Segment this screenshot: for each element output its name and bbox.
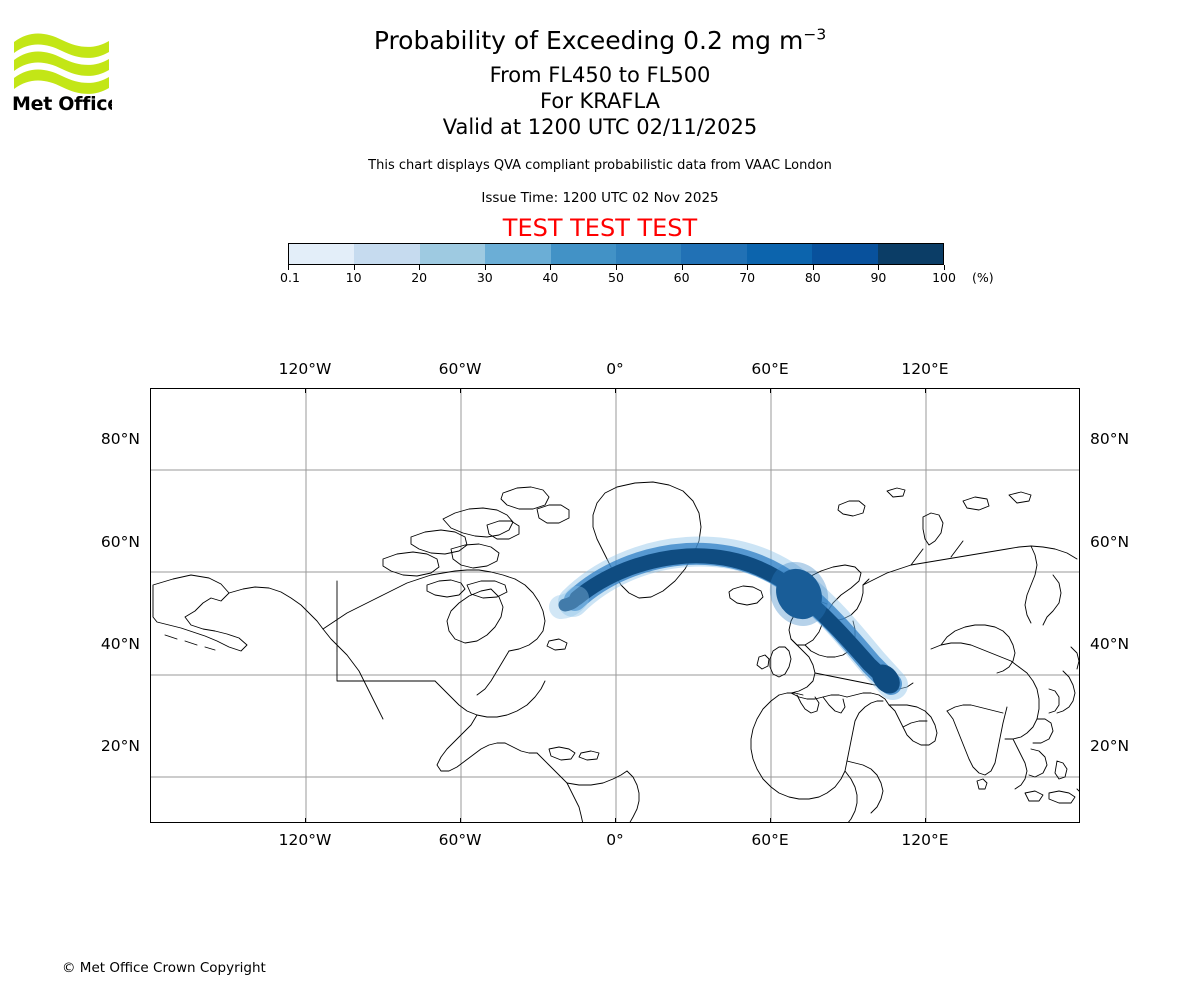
lon-tickmark	[770, 818, 771, 823]
test-banner: TEST TEST TEST	[502, 214, 698, 242]
lat-tick-left-20°N: 20°N	[100, 737, 140, 756]
volcano-subtitle: For KRAFLA	[540, 89, 660, 113]
lon-tick-top-60°W: 60°W	[438, 360, 482, 378]
flight-level-subtitle: From FL450 to FL500	[489, 63, 711, 87]
lon-tick-top-120°E: 120°E	[901, 360, 949, 378]
page-title-superscript: −3	[803, 25, 827, 44]
ash-probability-plume	[549, 536, 908, 700]
logo-waves	[14, 33, 109, 94]
lat-tick-right-80°N: 80°N	[1090, 430, 1130, 449]
lon-tick-bottom-120°E: 120°E	[901, 831, 949, 849]
lon-tickmark	[460, 388, 461, 393]
colorbar-tick-label-90: 90	[870, 270, 887, 285]
lon-tickmark	[615, 388, 616, 393]
met-office-logo: Met Office	[12, 24, 112, 114]
lat-tick-right-40°N: 40°N	[1090, 634, 1130, 653]
lat-tick-left-60°N: 60°N	[100, 532, 140, 551]
colorbar-tick-20	[419, 265, 421, 270]
colorbar-segment-8	[812, 244, 878, 264]
colorbar-tick-30	[484, 265, 486, 270]
lat-tick-right-20°N: 20°N	[1090, 737, 1130, 756]
colorbar-segment-6	[681, 244, 747, 264]
lon-tickmark	[770, 388, 771, 393]
lat-tick-left-80°N: 80°N	[100, 430, 140, 449]
colorbar-tick-70	[747, 265, 749, 270]
colorbar-segment-1	[354, 244, 420, 264]
page-title: Probability of Exceeding 0.2 mg m−3	[0, 26, 1200, 56]
page-title-text: Probability of Exceeding 0.2 mg m	[373, 26, 804, 55]
map-plot-area	[150, 388, 1080, 823]
copyright-footer: © Met Office Crown Copyright	[62, 960, 266, 976]
lon-tick-top-0°: 0°	[606, 360, 624, 378]
colorbar-tick-label-60: 60	[673, 270, 690, 285]
colorbar-units-label: (%)	[972, 270, 994, 285]
colorbar-tick-50	[616, 265, 617, 270]
colorbar-tick-label-40: 40	[542, 270, 559, 285]
lon-tickmark	[925, 388, 926, 393]
lon-tick-bottom-0°: 0°	[606, 831, 624, 849]
colorbar-tick-0.1	[288, 265, 289, 270]
colorbar-tick-40	[550, 265, 552, 270]
colorbar-segment-3	[485, 244, 551, 264]
lon-tick-bottom-60°W: 60°W	[438, 831, 482, 849]
lon-tickmark	[305, 388, 306, 393]
colorbar-tick-label-10: 10	[345, 270, 362, 285]
issue-time: Issue Time: 1200 UTC 02 Nov 2025	[481, 190, 719, 206]
colorbar-tick-label-20: 20	[411, 270, 428, 285]
lon-tickmark	[615, 818, 616, 823]
map-gridlines	[151, 389, 1079, 822]
colorbar-tick-label-100: 100	[932, 270, 956, 285]
colorbar-tick-label-50: 50	[608, 270, 624, 285]
lon-tick-bottom-120°W: 120°W	[278, 831, 332, 849]
colorbar-gradient	[288, 243, 944, 265]
lat-tick-right-60°N: 60°N	[1090, 532, 1130, 551]
lon-tickmark	[925, 818, 926, 823]
lat-tick-left-40°N: 40°N	[100, 634, 140, 653]
colorbar-segment-2	[419, 244, 486, 264]
colorbar-tick-label-70: 70	[739, 270, 756, 285]
colorbar-tick-label-30: 30	[476, 270, 493, 285]
colorbar-tick-60	[681, 265, 683, 270]
lon-tickmark	[460, 818, 461, 823]
colorbar-tick-80	[812, 265, 814, 270]
colorbar: 0.1 10 20 30 40 50 60 70 80 90 100	[280, 243, 956, 285]
colorbar-tick-100	[944, 265, 945, 270]
lon-tick-top-120°W: 120°W	[278, 360, 332, 378]
colorbar-segment-0	[289, 244, 355, 264]
qva-note: This chart displays QVA compliant probab…	[368, 158, 832, 173]
lon-tick-bottom-60°E: 60°E	[751, 831, 789, 849]
colorbar-segment-7	[746, 244, 813, 264]
lon-tick-top-60°E: 60°E	[751, 360, 789, 378]
colorbar-tick-10	[353, 265, 355, 270]
colorbar-segment-9	[877, 244, 944, 264]
valid-time-subtitle: Valid at 1200 UTC 02/11/2025	[442, 115, 758, 139]
colorbar-tick-label-80: 80	[804, 270, 821, 285]
colorbar-tick-90	[878, 265, 880, 270]
colorbar-tick-label-0.1: 0.1	[280, 270, 300, 285]
colorbar-segment-5	[616, 244, 682, 264]
colorbar-segment-4	[550, 244, 617, 264]
logo-wordmark: Met Office	[12, 93, 112, 114]
lon-tickmark	[305, 818, 306, 823]
